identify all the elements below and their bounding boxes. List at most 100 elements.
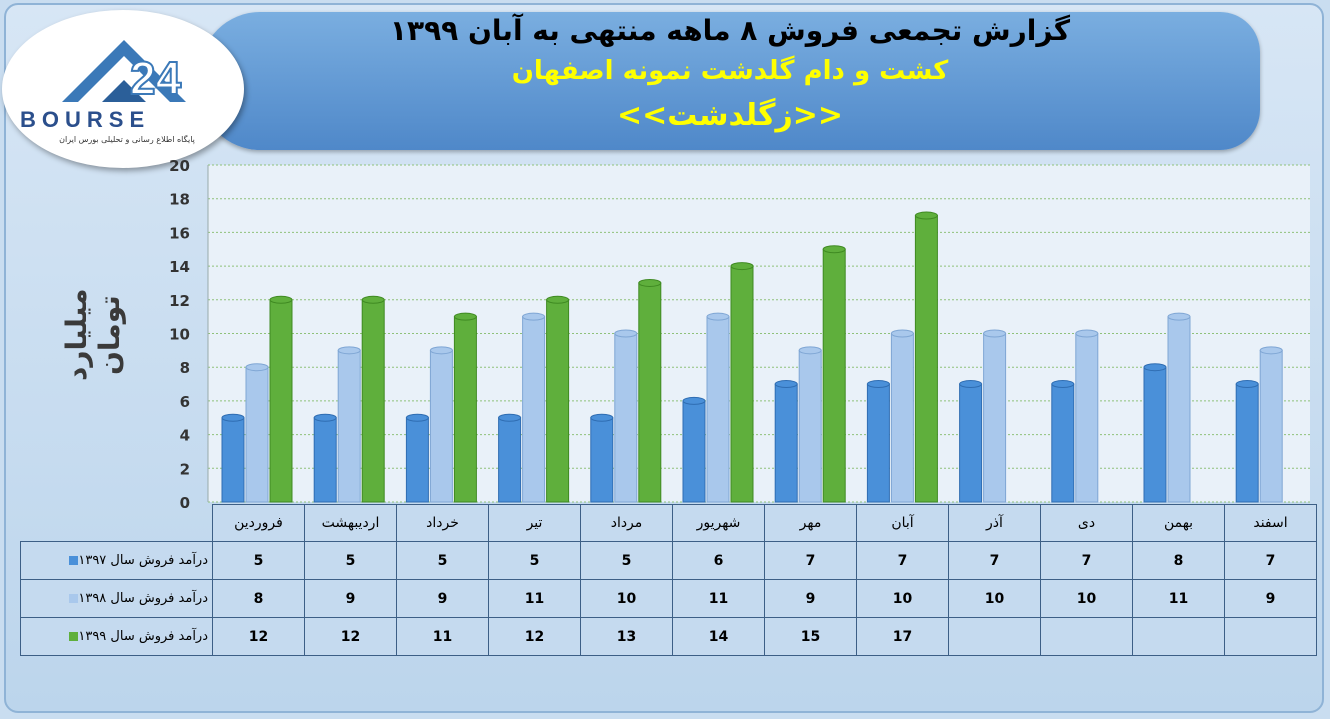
table-cell: 9	[396, 579, 489, 618]
month-header: آذر	[948, 504, 1041, 542]
table-cell: 9	[304, 579, 397, 618]
company-name: کشت و دام گلدشت نمونه اصفهان	[511, 56, 949, 86]
logo-emblem-icon: 24	[62, 40, 186, 105]
legend-series2: درآمد فروش سال ۱۳۹۸	[20, 579, 213, 618]
table-cell: 5	[304, 541, 397, 580]
table-cell: 10	[948, 579, 1041, 618]
table-cell: 11	[396, 617, 489, 656]
table-cell: 11	[488, 579, 581, 618]
bar-cap	[914, 211, 938, 220]
bar	[914, 215, 938, 503]
legend-swatch	[69, 632, 79, 641]
ticker-symbol: <<زگلدشت>>	[616, 98, 844, 133]
legend-swatch	[69, 556, 79, 565]
table-cell: 5	[580, 541, 673, 580]
bar	[313, 417, 337, 503]
bar	[959, 383, 983, 503]
bar	[1143, 366, 1167, 503]
table-cell: 10	[856, 579, 949, 618]
table-cell: 7	[764, 541, 857, 580]
table-cell: 10	[1040, 579, 1133, 618]
legend-series1: درآمد فروش سال ۱۳۹۷	[20, 541, 213, 580]
legend-swatch	[69, 594, 79, 603]
table-cell: 5	[396, 541, 489, 580]
bar	[1051, 383, 1075, 503]
table-cell	[1132, 617, 1225, 656]
bar-cap	[453, 312, 477, 321]
bar-cap	[1259, 346, 1283, 355]
table-cell: 8	[212, 579, 305, 618]
table-cell	[1224, 617, 1317, 656]
month-header: دی	[1040, 504, 1133, 542]
y-tick-label: 18	[169, 191, 190, 209]
bar	[405, 417, 429, 503]
bar	[245, 366, 269, 503]
table-cell: 9	[764, 579, 857, 618]
y-tick-label: 16	[169, 224, 190, 242]
table-cell: 9	[1224, 579, 1317, 618]
bar	[1075, 333, 1099, 503]
table-cell: 12	[488, 617, 581, 656]
logo-subtitle: پایگاه اطلاع رسانی و تحلیلی بورس ایران	[59, 135, 195, 144]
bar-cap	[405, 413, 429, 422]
y-tick-label: 12	[169, 292, 190, 310]
table-cell	[948, 617, 1041, 656]
bar	[546, 299, 570, 503]
y-tick-label: 6	[180, 393, 190, 411]
table-cell: 7	[856, 541, 949, 580]
bar	[822, 248, 846, 503]
bar	[1235, 383, 1259, 503]
bar	[1259, 349, 1283, 503]
table-cell: 12	[212, 617, 305, 656]
month-header: آبان	[856, 504, 949, 542]
report-title: گزارش تجمعی فروش ۸ ماهه منتهی به آبان ۱۳…	[389, 14, 1071, 47]
bar	[429, 349, 453, 503]
bar-cap	[682, 396, 706, 405]
bar	[983, 333, 1007, 503]
table-row-series1: درآمد فروش سال ۱۳۹۷ 5 5 5 5 5 6 7 7 7 7 …	[20, 541, 1317, 580]
bar-cap	[1235, 380, 1259, 389]
bar	[706, 316, 730, 503]
bar-cap	[429, 346, 453, 355]
plot-area	[208, 165, 1310, 502]
bar-cap	[1167, 312, 1191, 321]
table-cell: 15	[764, 617, 857, 656]
y-tick-label: 8	[180, 359, 190, 377]
bar-cap	[361, 295, 385, 304]
table-header-row: فروردین اردیبهشت خرداد تیر مرداد شهریور …	[21, 504, 1317, 542]
table-cell: 8	[1132, 541, 1225, 580]
bar-cap	[1143, 363, 1167, 372]
table-cell: 5	[212, 541, 305, 580]
bar	[730, 265, 754, 503]
bar	[522, 316, 546, 503]
legend-series3: درآمد فروش سال ۱۳۹۹	[20, 617, 213, 656]
bar	[1167, 316, 1191, 503]
bar	[890, 333, 914, 503]
y-tick-label: 14	[169, 258, 190, 276]
bar	[269, 299, 293, 503]
bar	[590, 417, 614, 503]
bar-cap	[546, 295, 570, 304]
bar-cap	[337, 346, 361, 355]
month-header: مرداد	[580, 504, 673, 542]
bar	[638, 282, 662, 503]
bar-cap	[590, 413, 614, 422]
bar-cap	[522, 312, 546, 321]
bar-cap	[221, 413, 245, 422]
bar	[221, 417, 245, 503]
bar-cap	[1075, 329, 1099, 338]
bar-cap	[706, 312, 730, 321]
bar-cap	[269, 295, 293, 304]
table-cell: 6	[672, 541, 765, 580]
bar	[453, 316, 477, 503]
bar	[798, 349, 822, 503]
bar-cap	[1051, 380, 1075, 389]
bar	[498, 417, 522, 503]
data-table: فروردین اردیبهشت خرداد تیر مرداد شهریور …	[20, 504, 1317, 656]
bar-cap	[730, 262, 754, 271]
bar-cap	[313, 413, 337, 422]
month-header: مهر	[764, 504, 857, 542]
bar-cap	[774, 380, 798, 389]
table-cell: 10	[580, 579, 673, 618]
